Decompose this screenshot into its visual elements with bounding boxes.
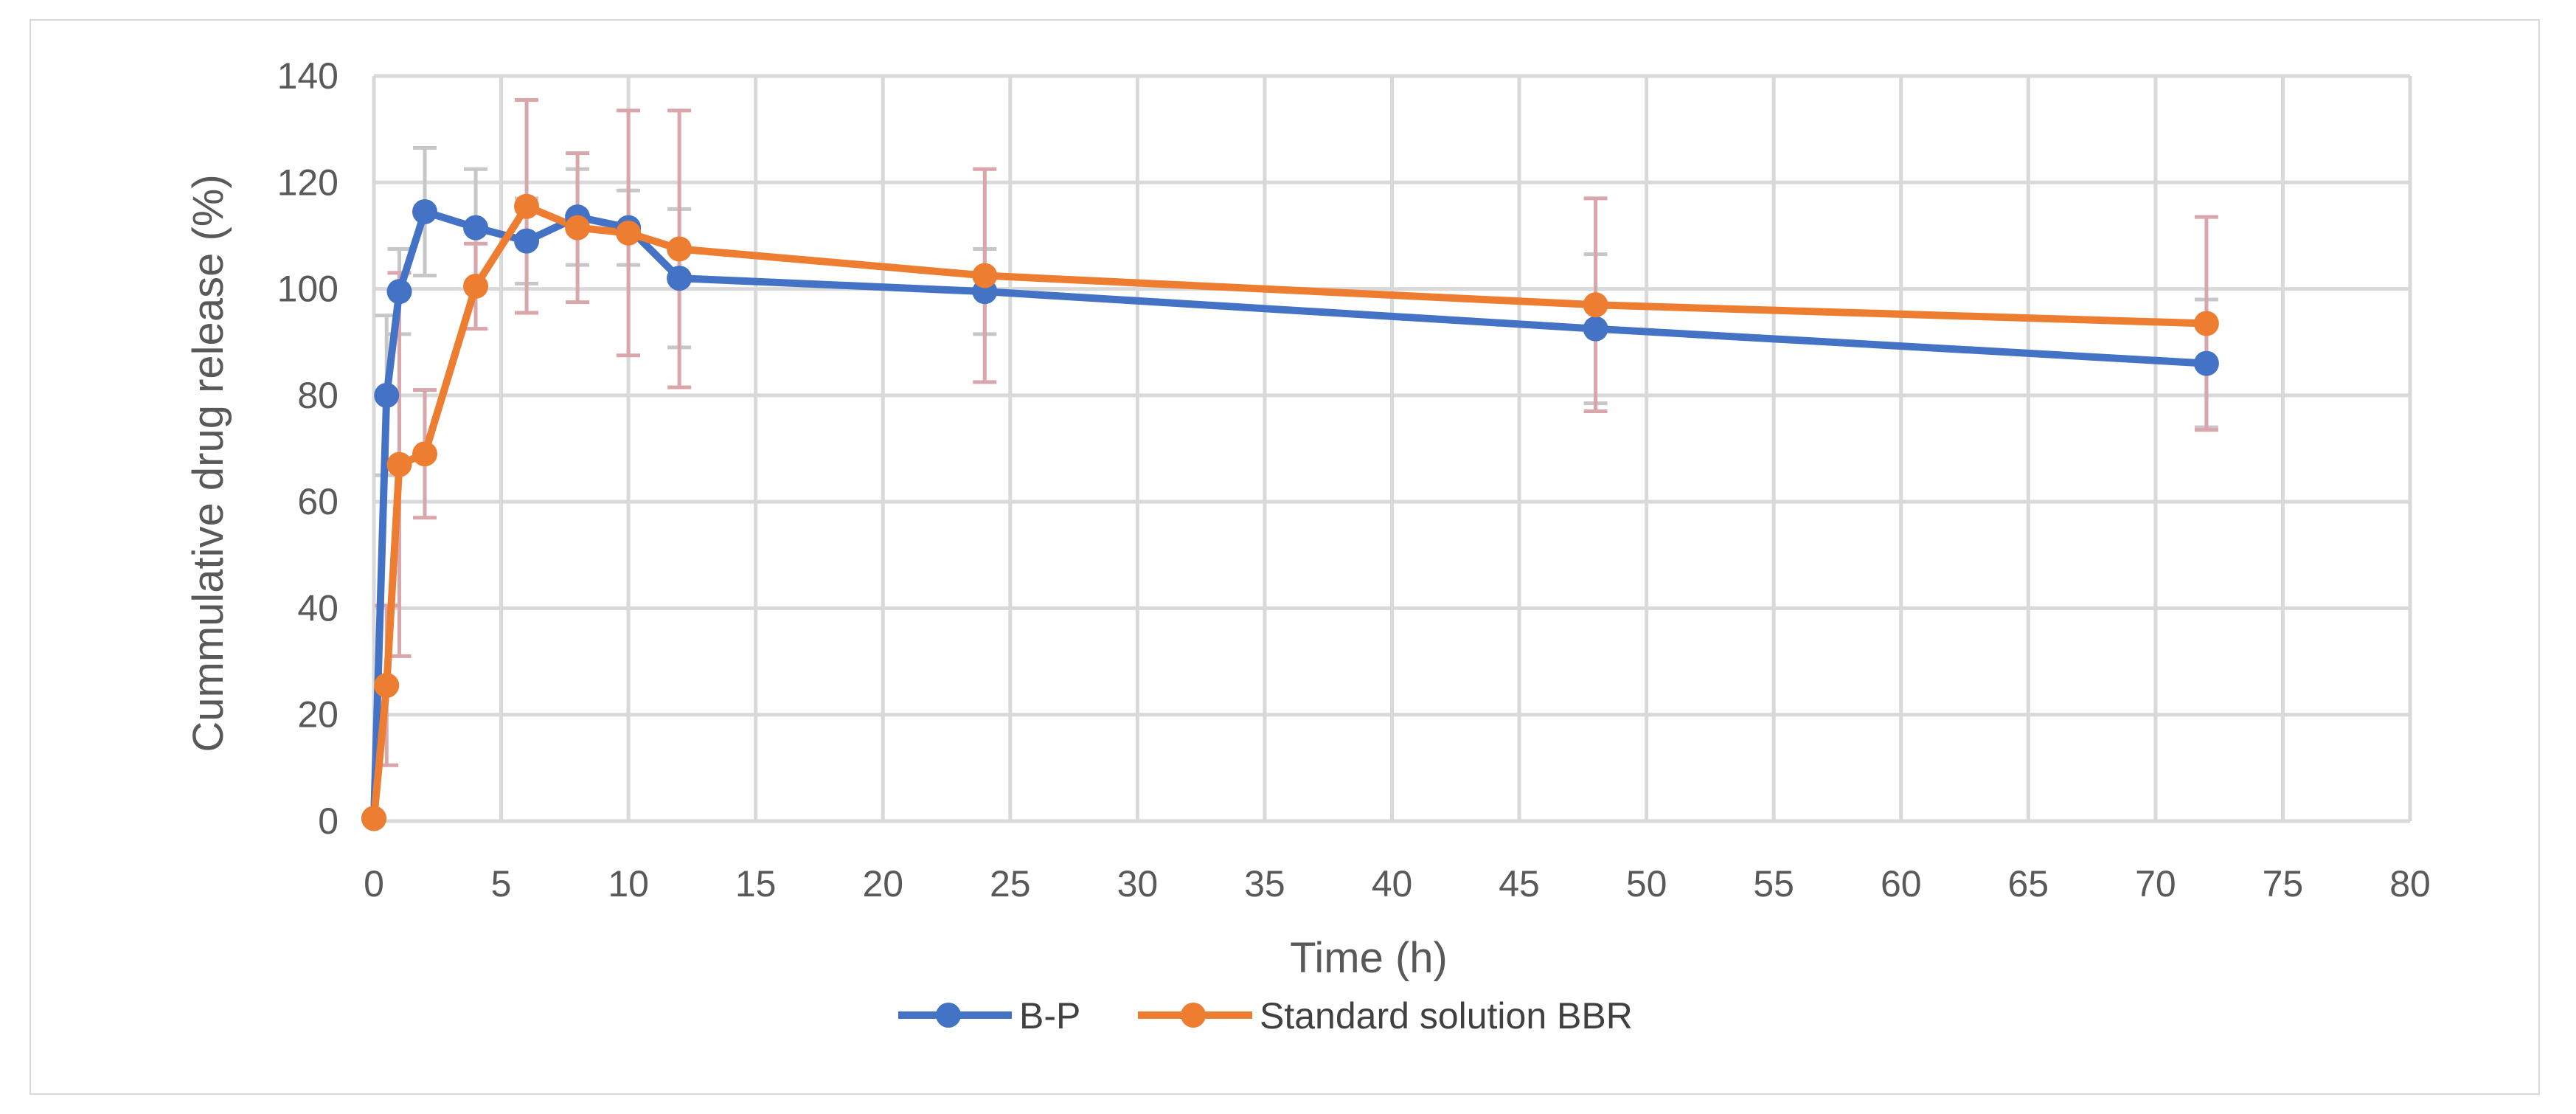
y-tick-label: 40 <box>297 587 339 629</box>
y-tick-label: 80 <box>297 375 339 416</box>
data-point-1 <box>972 263 998 288</box>
x-tick-labels: 0 5 10 15 20 25 30 35 40 45 50 55 60 65 70 75 80 <box>364 863 2431 904</box>
data-point-0 <box>412 198 438 224</box>
y-tick-label: 0 <box>318 800 339 842</box>
legend-label-bbr: Standard solution BBR <box>1260 995 1633 1037</box>
x-tick-label: 0 <box>364 863 384 904</box>
y-tick-label: 60 <box>297 481 339 522</box>
x-tick-label: 65 <box>2008 863 2049 904</box>
y-tick-label: 20 <box>297 694 339 736</box>
data-point-1 <box>361 806 386 831</box>
y-tick-label: 100 <box>277 269 339 310</box>
legend-label-bp: B-P <box>1019 995 1080 1037</box>
data-point-1 <box>412 441 438 467</box>
series-lines <box>370 202 2207 819</box>
x-tick-label: 80 <box>2389 863 2431 904</box>
series-line-1 <box>370 202 2207 819</box>
x-tick-label: 15 <box>735 863 777 904</box>
x-tick-label: 35 <box>1244 863 1285 904</box>
x-tick-label: 10 <box>608 863 649 904</box>
x-tick-label: 25 <box>990 863 1031 904</box>
data-point-0 <box>514 228 540 254</box>
x-tick-label: 50 <box>1626 863 1667 904</box>
x-tick-label: 45 <box>1499 863 1540 904</box>
data-point-1 <box>463 273 489 299</box>
x-tick-label: 75 <box>2263 863 2304 904</box>
y-tick-label: 120 <box>277 162 339 203</box>
data-point-1 <box>667 236 692 262</box>
x-tick-label: 30 <box>1117 863 1159 904</box>
series-markers <box>361 193 2219 831</box>
data-point-0 <box>374 382 400 408</box>
data-point-1 <box>374 673 400 699</box>
data-point-0 <box>2193 350 2219 376</box>
data-point-0 <box>386 279 412 305</box>
x-tick-label: 55 <box>1753 863 1794 904</box>
data-point-1 <box>565 215 591 241</box>
data-point-0 <box>463 215 489 241</box>
x-tick-label: 60 <box>1881 863 1922 904</box>
data-point-1 <box>616 220 642 246</box>
legend: B-P Standard solution BBR <box>898 995 1633 1037</box>
y-axis-title: Cummulative drug release (%) <box>184 174 232 752</box>
y-tick-label: 140 <box>277 55 339 97</box>
x-tick-label: 5 <box>491 863 512 904</box>
chart-frame <box>29 19 2540 1095</box>
y-tick-labels: 0 20 40 60 80 100 120 140 <box>277 55 339 842</box>
data-point-1 <box>514 193 540 219</box>
x-tick-label: 40 <box>1372 863 1413 904</box>
data-point-1 <box>2193 311 2219 336</box>
data-point-0 <box>667 266 692 291</box>
x-tick-label: 70 <box>2135 863 2176 904</box>
series-line-0 <box>370 207 2207 819</box>
legend-marker-bp <box>936 1003 961 1028</box>
x-axis-title: Time (h) <box>1290 934 1448 982</box>
data-point-0 <box>1583 316 1608 342</box>
data-point-1 <box>1583 292 1608 318</box>
legend-marker-bbr <box>1181 1003 1206 1028</box>
error-bars <box>375 97 2218 767</box>
x-tick-label: 20 <box>862 863 903 904</box>
data-point-1 <box>386 452 412 477</box>
